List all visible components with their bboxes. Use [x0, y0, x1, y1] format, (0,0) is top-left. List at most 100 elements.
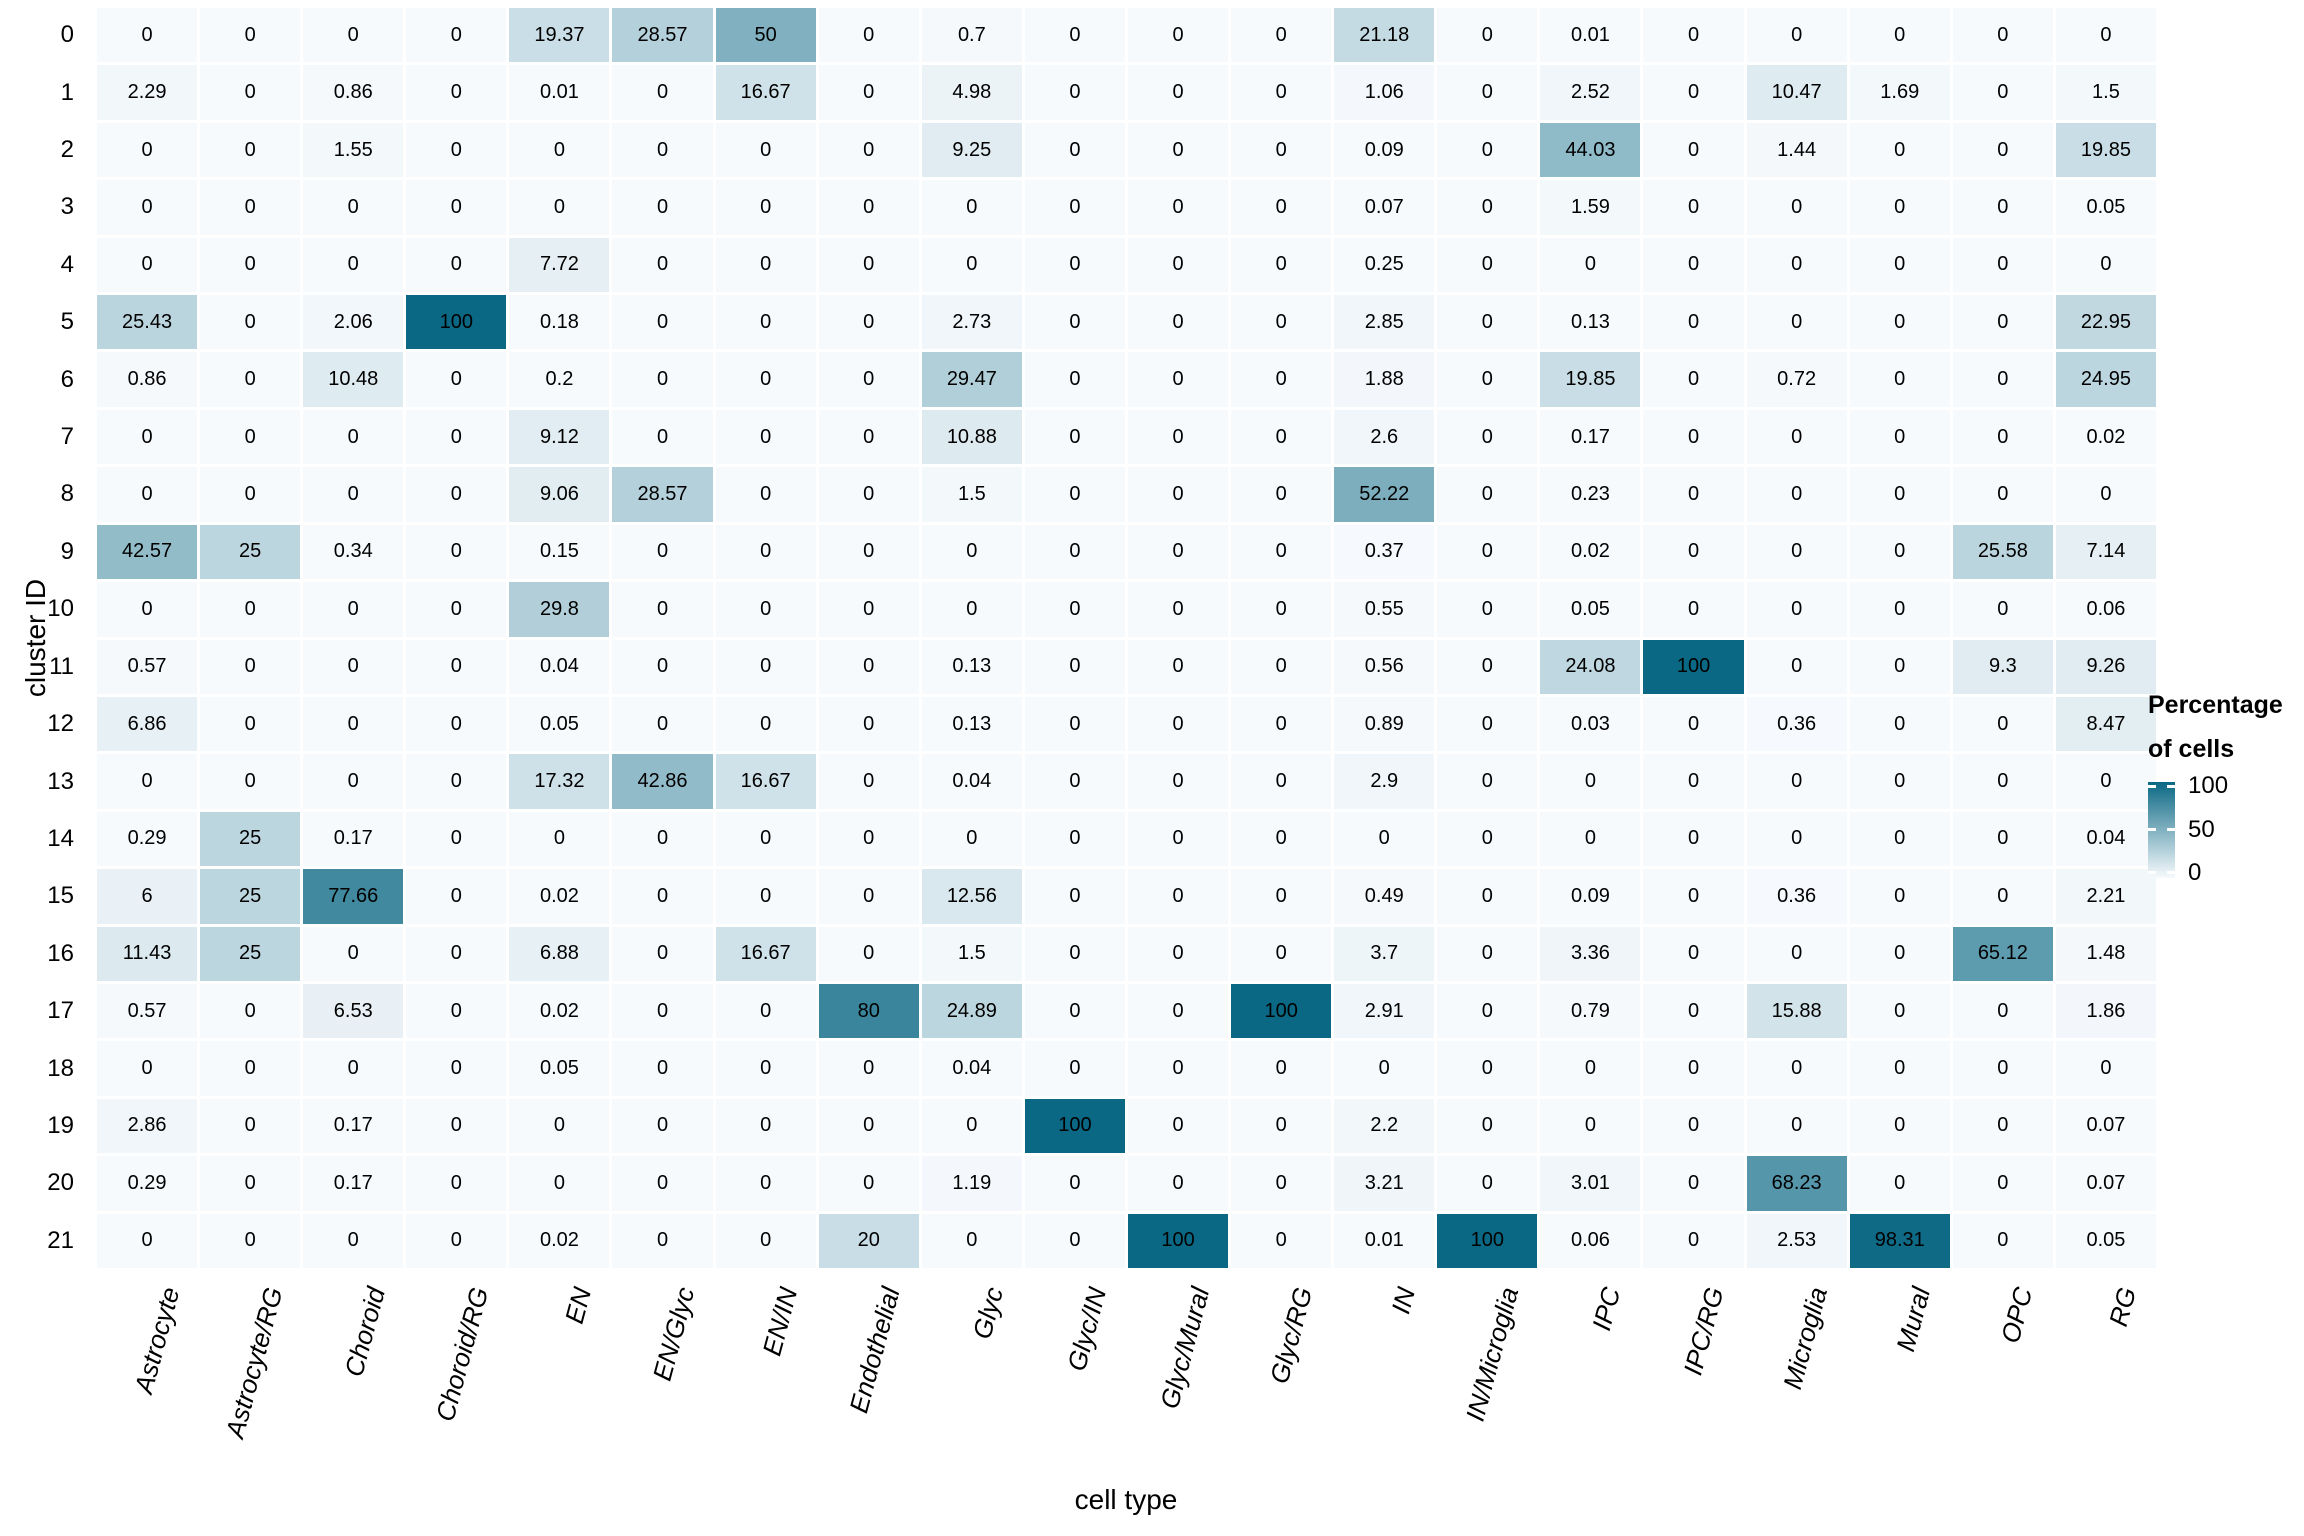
row-label: 15: [47, 882, 74, 910]
legend-tick-mark: [2148, 784, 2156, 788]
heatmap-cell: 0: [1024, 8, 1125, 63]
heatmap-cell: 0: [1127, 983, 1229, 1039]
heatmap-cell: 0: [1643, 467, 1744, 522]
heatmap-cell: 0: [612, 1213, 713, 1268]
heatmap-cell: 0: [1437, 237, 1538, 293]
heatmap-cell: 80: [818, 983, 919, 1039]
heatmap-cell: 2.2: [1334, 1098, 1435, 1154]
heatmap-cell: 0: [200, 983, 301, 1039]
heatmap-cell: 0.07: [2055, 1098, 2156, 1154]
heatmap-cell: 0: [509, 1156, 610, 1211]
heatmap-cell: 0: [406, 237, 507, 293]
heatmap-cell: 0: [406, 582, 507, 637]
heatmap-cell: 0: [1024, 1213, 1125, 1268]
heatmap-cell: 0: [1643, 237, 1744, 293]
heatmap-cell: 0: [1643, 8, 1744, 63]
row-label: 9: [60, 537, 74, 565]
heatmap-cell: 2.21: [2055, 869, 2156, 924]
heatmap-cell: 24.89: [921, 983, 1022, 1039]
heatmap-cell: 0.86: [97, 352, 198, 407]
heatmap-cell: 0: [1024, 1041, 1125, 1096]
col-label: RG: [2102, 1284, 2142, 1330]
heatmap-cell: 0: [1643, 869, 1744, 924]
heatmap-cell: 0.18: [509, 295, 610, 350]
heatmap-cell: 0: [818, 639, 919, 694]
heatmap-cell: 0: [1643, 1213, 1744, 1268]
heatmap-cell: 0: [1746, 524, 1847, 580]
heatmap-cell: 0.07: [2055, 1156, 2156, 1211]
heatmap-cell: 0: [715, 582, 816, 637]
heatmap-cell: 0: [1231, 237, 1332, 293]
heatmap-cell: 0: [715, 467, 816, 522]
col-label: Choroid: [338, 1284, 392, 1380]
heatmap-cell: 0: [1127, 1098, 1229, 1154]
heatmap-cell: 0.17: [1540, 409, 1641, 465]
heatmap-cell: 0.05: [2055, 180, 2156, 235]
heatmap-cell: 100: [1231, 983, 1332, 1039]
heatmap-cell: 0: [1127, 352, 1229, 407]
heatmap-cell: 0: [1952, 582, 2053, 637]
heatmap-cell: 1.5: [2055, 65, 2156, 120]
heatmap-cell: 0: [303, 639, 404, 694]
heatmap-cell: 0.01: [1334, 1213, 1435, 1268]
heatmap-cell: 0.79: [1540, 983, 1641, 1039]
heatmap-cell: 0: [1127, 926, 1229, 981]
heatmap-cell: 8.47: [2055, 696, 2156, 752]
heatmap-cell: 16.67: [715, 65, 816, 120]
heatmap-cell: 0: [200, 582, 301, 637]
heatmap-cell: 0: [1231, 180, 1332, 235]
row-label: 14: [47, 824, 74, 852]
heatmap-cell: 0: [818, 926, 919, 981]
heatmap-cell: 0: [406, 8, 507, 63]
heatmap-cell: 0: [406, 696, 507, 752]
heatmap-cell: 0: [1540, 237, 1641, 293]
heatmap-cell: 0: [715, 524, 816, 580]
heatmap-cell: 0.23: [1540, 467, 1641, 522]
col-label: Astrocyte/RG: [219, 1284, 289, 1442]
heatmap-cell: 0: [1746, 8, 1847, 63]
heatmap-cell: 0: [1540, 1041, 1641, 1096]
heatmap-cell: 1.55: [303, 122, 404, 178]
heatmap-cell: 0: [612, 1156, 713, 1211]
col-label: Astrocyte: [128, 1284, 186, 1397]
heatmap-cell: 28.57: [612, 467, 713, 522]
heatmap-cell: 0: [200, 1098, 301, 1154]
heatmap-cell: 0: [1231, 524, 1332, 580]
heatmap-cell: 0: [1437, 639, 1538, 694]
heatmap-cell: 0.13: [921, 696, 1022, 752]
heatmap-cell: 0: [406, 122, 507, 178]
heatmap-cell: 29.8: [509, 582, 610, 637]
heatmap-cell: 0: [1746, 409, 1847, 465]
col-label: IN: [1385, 1284, 1421, 1317]
heatmap-cell: 1.5: [921, 467, 1022, 522]
heatmap-cell: 10.47: [1746, 65, 1847, 120]
heatmap-cell: 7.72: [509, 237, 610, 293]
heatmap-cell: 0: [1024, 122, 1125, 178]
heatmap-cell: 0: [1334, 811, 1435, 867]
heatmap-cell: 0: [715, 237, 816, 293]
heatmap-cell: 0: [1643, 352, 1744, 407]
heatmap-cell: 0.36: [1746, 696, 1847, 752]
heatmap-cell: 0: [1746, 811, 1847, 867]
heatmap-cell: 0: [303, 1041, 404, 1096]
heatmap-cell: 0: [1437, 1156, 1538, 1211]
heatmap-cell: 0.17: [303, 1098, 404, 1154]
heatmap-cell: 0.72: [1746, 352, 1847, 407]
heatmap-cell: 0.05: [509, 1041, 610, 1096]
heatmap-cell: 0: [1952, 1041, 2053, 1096]
heatmap-cell: 0: [1437, 122, 1538, 178]
heatmap-cell: 0: [1952, 1156, 2053, 1211]
heatmap-cell: 0: [818, 696, 919, 752]
heatmap-cell: 42.86: [612, 754, 713, 809]
heatmap-cell: 0.02: [2055, 409, 2156, 465]
heatmap-cell: 0: [1127, 180, 1229, 235]
row-label: 21: [47, 1226, 74, 1254]
heatmap-cell: 0: [715, 1098, 816, 1154]
heatmap-cell: 0: [303, 1213, 404, 1268]
heatmap-cell: 0: [612, 582, 713, 637]
heatmap-cell: 0: [2055, 754, 2156, 809]
heatmap-cell: 0: [1746, 237, 1847, 293]
heatmap-cell: 0: [303, 180, 404, 235]
heatmap-cell: 11.43: [97, 926, 198, 981]
heatmap-cell: 98.31: [1849, 1213, 1950, 1268]
